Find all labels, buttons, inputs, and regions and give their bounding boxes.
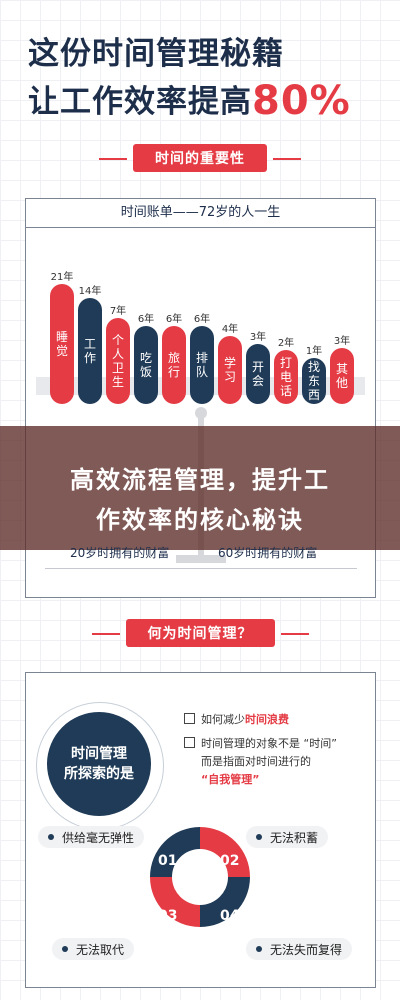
tag-irreplaceable: 无法取代 xyxy=(52,938,135,960)
q2-line-2: 而是指面对时间进行的 xyxy=(201,755,311,768)
quadrant-01 xyxy=(150,827,200,877)
tag-label: 无法失而复得 xyxy=(270,942,343,957)
checkbox-icon xyxy=(184,713,195,724)
ledger-bar: 个人卫生 xyxy=(106,318,130,404)
tag-irretrievable: 无法失而复得 xyxy=(246,938,353,960)
ledger-bar-item: 3年开会 xyxy=(246,332,270,404)
bar-years-label: 7年 xyxy=(109,306,127,317)
ledger-bar-item: 4年学习 xyxy=(218,324,242,404)
wealth-left-label: 20岁时拥有的财富 xyxy=(70,546,170,560)
q2-accent: “自我管理” xyxy=(201,773,260,786)
bar-years-label: 14年 xyxy=(78,286,102,297)
ledger-bar-item: 3年其他 xyxy=(330,336,354,404)
title-line-1: 这份时间管理秘籍 xyxy=(28,36,284,72)
ledger-bar: 找东西 xyxy=(302,358,326,404)
bar-years-label: 6年 xyxy=(165,314,183,325)
bar-years-label: 2年 xyxy=(277,338,295,349)
bar-activity-label: 个人卫生 xyxy=(111,333,124,389)
tag-inelastic-supply: 供给毫无弹性 xyxy=(38,826,145,848)
ledger-bar: 吃饭 xyxy=(134,326,158,404)
bar-years-label: 3年 xyxy=(333,336,351,347)
ledger-bar: 排队 xyxy=(190,326,214,404)
concept-circle: 时间管理 所探索的是 xyxy=(47,712,151,816)
bar-activity-label: 学习 xyxy=(223,356,236,384)
ledger-bar-item: 21年睡觉 xyxy=(50,272,74,404)
title-line-2: 让工作效率提高80% xyxy=(28,76,351,124)
bar-activity-label: 工作 xyxy=(83,337,96,365)
tag-label: 供给毫无弹性 xyxy=(62,830,135,845)
quadrant-number-01: 01 xyxy=(158,853,178,869)
quadrant-04 xyxy=(200,877,250,927)
ledger-bar-item: 6年排队 xyxy=(190,314,214,404)
bar-years-label: 4年 xyxy=(221,324,239,335)
ledger-bar: 学习 xyxy=(218,336,242,404)
bar-years-label: 1年 xyxy=(305,346,323,357)
quadrant-02 xyxy=(200,827,250,877)
ledger-bar: 工作 xyxy=(78,298,102,404)
bar-activity-label: 排队 xyxy=(195,351,208,379)
bullet-icon xyxy=(256,946,262,952)
bar-activity-label: 其他 xyxy=(335,362,348,390)
banner-line-2: 作效率的核心秘诀 xyxy=(96,506,304,534)
bar-activity-label: 找东西 xyxy=(307,360,320,402)
ledger-bar: 打电话 xyxy=(274,350,298,404)
ledger-bar-item: 2年打电话 xyxy=(274,338,298,404)
quadrant-number-04: 04 xyxy=(220,908,240,924)
ledger-bar: 旅行 xyxy=(162,326,186,404)
bar-years-label: 3年 xyxy=(249,332,267,343)
section-heading-importance: 时间的重要性 xyxy=(0,144,400,172)
tag-label: 无法积蓄 xyxy=(270,830,319,845)
ledger-bar-item: 6年吃饭 xyxy=(134,314,158,404)
q1-accent: 时间浪费 xyxy=(245,713,289,726)
bullet-icon xyxy=(62,946,68,952)
title-line-2-prefix: 让工作效率提高 xyxy=(28,84,252,120)
wealth-divider xyxy=(45,568,357,569)
four-quadrant-ring xyxy=(150,827,250,927)
bar-activity-label: 开会 xyxy=(251,360,264,388)
q2-line-1: 时间管理的对象不是 “时间” xyxy=(201,737,337,750)
q1-prefix: 如何减少 xyxy=(201,713,245,726)
concept-circle-line-1: 时间管理 xyxy=(71,746,127,762)
bar-activity-label: 睡觉 xyxy=(55,330,68,358)
ledger-bar-item: 1年找东西 xyxy=(302,346,326,404)
bar-years-label: 21年 xyxy=(50,272,74,283)
checkbox-icon xyxy=(184,737,195,748)
wealth-right-label: 60岁时拥有的财富 xyxy=(218,546,318,560)
ledger-bar: 其他 xyxy=(330,348,354,404)
bullet-icon xyxy=(48,834,54,840)
concept-circle-line-2: 所探索的是 xyxy=(64,766,134,782)
ledger-bar: 睡觉 xyxy=(50,284,74,404)
quadrant-number-02: 02 xyxy=(220,853,240,869)
tag-label: 无法取代 xyxy=(76,942,125,957)
question-item-1: 如何减少时间浪费 xyxy=(184,711,289,727)
ledger-title: 时间账单——72岁的人一生 xyxy=(26,199,375,228)
bar-activity-label: 旅行 xyxy=(167,351,180,379)
bullet-icon xyxy=(256,834,262,840)
ledger-bar: 开会 xyxy=(246,344,270,404)
bar-activity-label: 打电话 xyxy=(279,356,292,398)
quadrant-03 xyxy=(150,877,200,927)
ledger-bar-item: 7年个人卫生 xyxy=(106,306,130,404)
section-heading-definition: 何为时间管理？ xyxy=(0,619,400,647)
tag-cannot-store: 无法积蓄 xyxy=(246,826,329,848)
banner-line-1: 高效流程管理，提升工 xyxy=(70,466,330,494)
bar-years-label: 6年 xyxy=(193,314,211,325)
quadrant-number-03: 03 xyxy=(158,908,178,924)
ledger-bar-item: 6年旅行 xyxy=(162,314,186,404)
ledger-bar-item: 14年工作 xyxy=(78,286,102,404)
question-item-2: 时间管理的对象不是 “时间” 而是指面对时间进行的 “自我管理” xyxy=(184,735,364,789)
section-label: 何为时间管理？ xyxy=(91,619,309,647)
title-accent: 80% xyxy=(252,78,351,124)
headline-banner xyxy=(0,426,400,550)
bar-activity-label: 吃饭 xyxy=(139,351,152,379)
section-label: 时间的重要性 xyxy=(99,144,301,172)
bar-years-label: 6年 xyxy=(137,314,155,325)
